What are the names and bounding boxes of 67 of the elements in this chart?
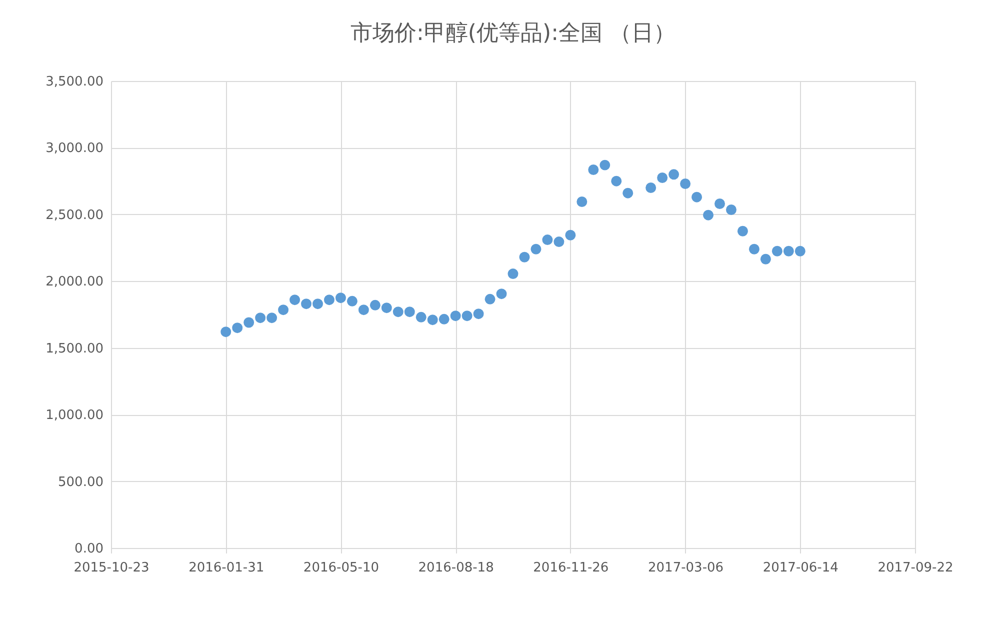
- y-tick-label: 0.00: [74, 542, 104, 556]
- y-tick-label: 3,500.00: [46, 74, 104, 90]
- y-tick-label: 2,000.00: [46, 274, 104, 290]
- point: [324, 294, 334, 306]
- x-tick-label: 2016-01-31: [188, 560, 264, 576]
- point: [232, 322, 243, 334]
- point: [646, 182, 656, 193]
- point: [290, 294, 300, 306]
- point: [381, 302, 392, 314]
- y-tick-label: 1,500.00: [46, 341, 104, 356]
- point: [726, 204, 736, 215]
- x-tick-label: 2017-03-06: [648, 560, 724, 576]
- point: [392, 306, 404, 318]
- x-tick-label: 2016-05-10: [303, 560, 379, 576]
- point: [772, 246, 782, 256]
- point: [680, 178, 691, 189]
- y-tick-label: 500.00: [58, 474, 104, 490]
- point: [714, 198, 725, 209]
- point: [335, 292, 346, 304]
- point: [542, 234, 553, 246]
- point: [530, 244, 542, 254]
- point: [462, 310, 472, 322]
- point: [622, 188, 634, 198]
- point: [473, 308, 484, 320]
- point: [346, 296, 358, 306]
- point: [565, 230, 576, 240]
- point: [301, 298, 312, 310]
- point: [554, 236, 564, 248]
- point: [508, 268, 518, 280]
- chart-title: 市场价:甲醇(优等品):全国 （日）: [350, 21, 676, 46]
- point: [266, 312, 278, 324]
- point: [760, 254, 771, 264]
- point: [692, 192, 702, 202]
- point: [438, 314, 450, 324]
- point: [404, 306, 415, 318]
- point: [370, 300, 380, 310]
- x-tick-label: 2017-09-22: [878, 560, 954, 576]
- point: [588, 164, 599, 175]
- y-tick-label: 3,000.00: [46, 141, 104, 156]
- point: [519, 252, 530, 262]
- point: [496, 288, 507, 300]
- point: [450, 310, 461, 322]
- point: [220, 326, 232, 338]
- point: [427, 314, 438, 326]
- point: [657, 172, 668, 183]
- y-tick-label: 2,500.00: [46, 208, 104, 223]
- x-tick-label: 2015-10-23: [74, 560, 150, 576]
- point: [576, 196, 588, 207]
- x-tick-label: 2017-06-14: [762, 560, 838, 576]
- point: [312, 298, 323, 310]
- point: [668, 169, 680, 180]
- point: [358, 304, 369, 316]
- x-tick-label: 2016-08-18: [418, 560, 494, 576]
- point: [703, 210, 714, 220]
- point: [484, 294, 496, 304]
- x-tick-label: 2016-11-26: [533, 560, 609, 576]
- point: [794, 246, 806, 256]
- point: [748, 244, 760, 254]
- point: [611, 176, 622, 186]
- y-tick-label: 1,000.00: [46, 408, 104, 424]
- point: [416, 312, 426, 322]
- point: [244, 317, 254, 328]
- point: [783, 246, 794, 256]
- point: [600, 160, 610, 170]
- point: [278, 304, 289, 316]
- point: [737, 226, 748, 236]
- point: [255, 312, 266, 324]
